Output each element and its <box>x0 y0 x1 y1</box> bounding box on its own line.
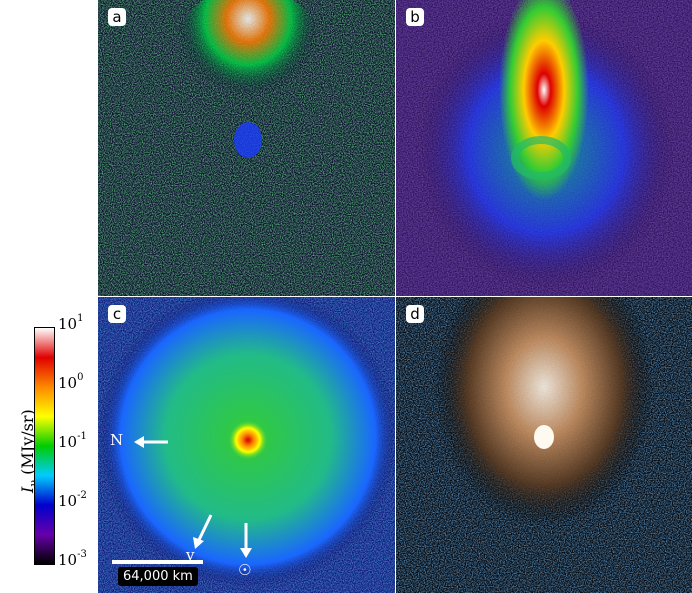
colorbar-tick: 10-3 <box>58 549 87 569</box>
panel-c-label: c <box>108 305 126 323</box>
panel-d: d <box>396 297 692 593</box>
colorbar-tick: 100 <box>58 372 84 392</box>
panel-d-image <box>396 297 692 593</box>
velocity-label: v <box>186 546 195 564</box>
north-arrow <box>134 436 168 448</box>
panel-a-label: a <box>108 8 126 26</box>
colorbar-tick: 101 <box>58 313 84 333</box>
panel-a-image <box>98 0 395 296</box>
scale-bar-label: 64,000 km <box>118 567 198 586</box>
colorbar-strip <box>34 327 55 565</box>
panel-b: b <box>396 0 692 296</box>
panel-d-label: d <box>406 305 424 323</box>
panel-c: c N v ☉ <box>98 297 395 593</box>
colorbar-tick: 10-2 <box>58 490 87 510</box>
velocity-arrow <box>193 514 213 549</box>
sun-symbol: ☉ <box>238 561 252 579</box>
north-label: N <box>110 431 124 449</box>
panel-a: a <box>98 0 395 296</box>
sun-arrow <box>240 523 252 558</box>
colorbar-tick: 10-1 <box>58 431 87 451</box>
colorbar: Iν (MJy/sr) 101 100 10-1 10-2 10-3 <box>0 313 98 570</box>
panel-c-image <box>98 297 395 593</box>
panel-b-image <box>396 0 692 296</box>
panel-b-label: b <box>406 8 424 26</box>
